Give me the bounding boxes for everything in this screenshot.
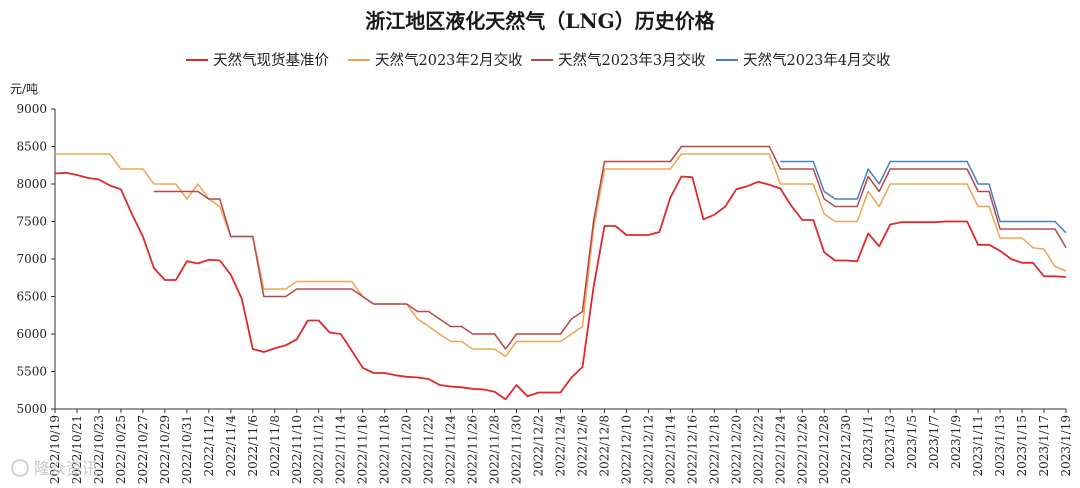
x-tick-label: 2022/11/12: [312, 415, 326, 484]
watermark-text: 隆众资讯: [34, 459, 98, 478]
legend-label: 天然气2023年4月交收: [743, 51, 891, 69]
chart-title: 浙江地区液化天然气（LNG）历史价格: [365, 9, 715, 33]
x-tick-label: 2023/1/15: [1015, 415, 1029, 477]
y-tick-label: 7500: [16, 215, 47, 229]
x-tick-label: 2022/11/26: [466, 415, 480, 484]
chart-legend: 天然气现货基准价 天然气2023年2月交收 天然气2023年3月交收 天然气2023年…: [186, 51, 891, 69]
series-line-1: [54, 171, 1067, 401]
y-tick-label: 8000: [16, 177, 47, 191]
x-tick-label: 2022/11/20: [400, 415, 414, 484]
plot-area: [54, 145, 1067, 401]
x-tick-label: 2022/12/16: [685, 415, 699, 484]
x-tick-label: 2022/10/27: [136, 415, 150, 484]
watermark: 隆众资讯: [11, 459, 98, 478]
legend-item-3: 天然气2023年3月交收: [531, 51, 706, 69]
x-tick-label: 2022/12/22: [751, 415, 765, 484]
x-tick-label: 2022/10/19: [48, 415, 62, 484]
x-tick-label: 2023/1/13: [993, 415, 1007, 477]
y-tick-label: 6000: [16, 327, 47, 341]
x-tick-label: 2022/12/26: [795, 415, 809, 484]
x-tick-label: 2022/12/8: [597, 415, 611, 477]
watermark-logo-icon: [11, 459, 29, 477]
x-tick-label: 2023/1/7: [927, 415, 941, 469]
x-tick-label: 2022/10/25: [114, 415, 128, 484]
x-tick-label: 2022/12/28: [817, 415, 831, 484]
x-tick-label: 2022/12/2: [532, 415, 546, 477]
x-tick-label: 2023/1/5: [905, 415, 919, 469]
y-tick-label: 9000: [16, 102, 47, 116]
legend-item-4: 天然气2023年4月交收: [716, 51, 891, 69]
y-tick-label: 8500: [16, 140, 47, 154]
x-tick-label: 2022/11/10: [290, 415, 304, 484]
y-tick-label: 5000: [16, 402, 47, 416]
x-tick-label: 2022/10/31: [180, 415, 194, 484]
legend-label: 天然气2023年3月交收: [558, 51, 706, 69]
x-axis: 2022/10/19 2022/10/21 2022/10/23 2022/10/25…: [48, 408, 1073, 485]
x-tick-label: 2022/10/29: [158, 415, 172, 484]
x-tick-label: 2022/10/23: [92, 415, 106, 484]
y-axis-label: 元/吨: [10, 82, 38, 96]
legend-item-2: 天然气2023年2月交收: [348, 51, 523, 69]
x-tick-label: 2022/12/20: [729, 415, 743, 484]
x-tick-label: 2022/11/28: [488, 415, 502, 484]
x-tick-label: 2022/12/4: [554, 415, 568, 477]
y-axis: 5000 5500 6000 6500 7000 7500 8000 8500 9000: [16, 102, 56, 416]
legend-item-1: 天然气现货基准价: [186, 52, 329, 69]
y-tick-label: 6500: [16, 290, 47, 304]
x-tick-label: 2022/11/4: [224, 415, 238, 477]
x-tick-label: 2022/11/22: [422, 415, 436, 484]
series-line-2: [55, 153, 1067, 358]
x-tick-label: 2022/11/2: [202, 415, 216, 477]
series-line-3: [153, 145, 1067, 350]
x-tick-label: 2023/1/9: [949, 415, 963, 469]
x-tick-label: 2022/12/14: [663, 415, 677, 485]
x-tick-label: 2022/12/12: [641, 415, 655, 484]
y-tick-label: 7000: [16, 252, 47, 266]
x-tick-label: 2022/12/18: [707, 415, 721, 484]
series-line-4: [780, 160, 1067, 234]
x-tick-label: 2022/11/14: [334, 415, 348, 485]
x-tick-label: 2023/1/17: [1037, 415, 1051, 477]
x-tick-label: 2022/11/16: [356, 415, 370, 484]
legend-label: 天然气现货基准价: [213, 52, 329, 69]
x-tick-label: 2022/11/8: [268, 415, 282, 477]
legend-label: 天然气2023年2月交收: [375, 51, 523, 69]
x-tick-label: 2022/11/24: [444, 415, 458, 485]
x-tick-label: 2022/12/24: [773, 415, 787, 485]
x-tick-label: 2022/12/10: [619, 415, 633, 484]
x-tick-label: 2023/1/1: [861, 415, 875, 469]
x-tick-label: 2022/11/6: [246, 415, 260, 477]
x-tick-label: 2023/1/11: [971, 415, 985, 477]
x-tick-label: 2022/11/30: [510, 415, 524, 484]
x-tick-label: 2023/1/19: [1059, 415, 1073, 477]
x-tick-label: 2022/12/6: [575, 415, 589, 477]
y-tick-label: 5500: [16, 365, 47, 379]
x-tick-label: 2022/11/18: [378, 415, 392, 484]
x-tick-label: 2022/10/21: [70, 415, 84, 484]
x-tick-label: 2022/12/30: [839, 415, 853, 484]
x-tick-label: 2023/1/3: [883, 415, 897, 469]
